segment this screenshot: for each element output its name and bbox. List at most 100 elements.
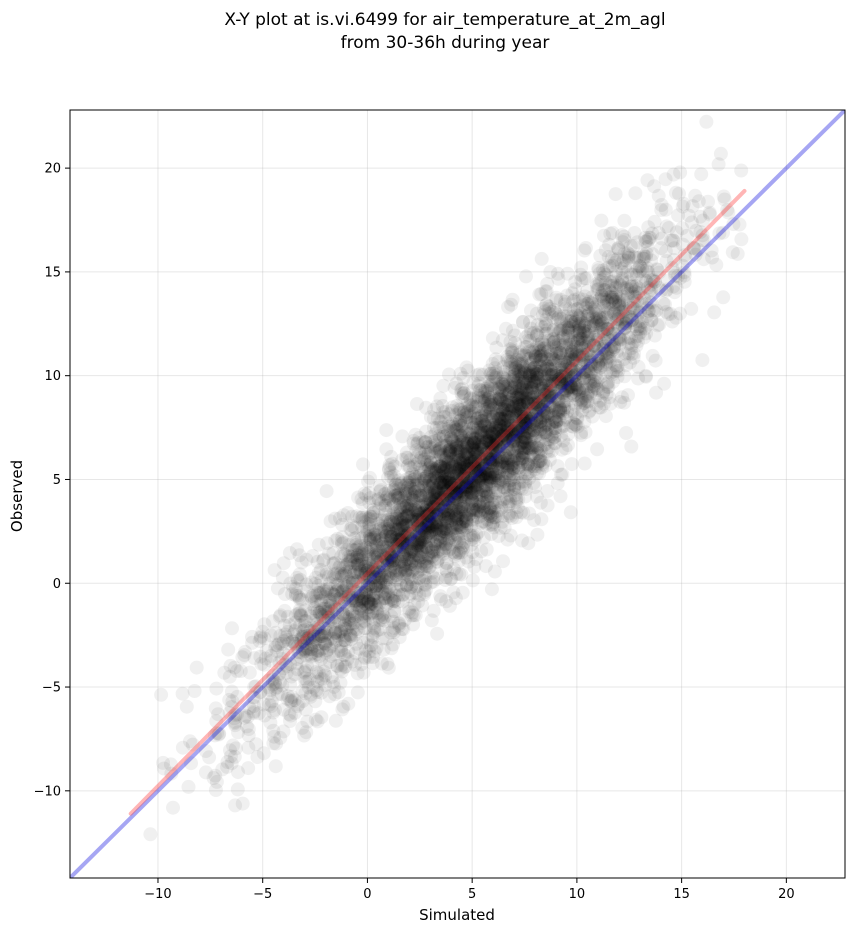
data-point [455,452,470,467]
data-point [450,443,465,458]
data-point [370,603,385,618]
data-point [189,660,204,675]
data-point [514,407,529,422]
data-point [406,617,421,632]
data-point [504,419,519,433]
data-point [499,491,514,506]
data-point [615,271,630,286]
data-point [434,529,449,544]
data-point [342,574,356,589]
data-point [516,410,531,425]
data-point [400,451,415,465]
data-point [287,693,302,708]
data-point [506,460,521,475]
data-point [374,523,389,538]
data-point [337,578,352,593]
data-point [505,396,520,411]
data-point [445,403,459,418]
data-point [359,587,373,602]
data-point [468,499,483,514]
data-point [366,530,381,545]
data-point [307,594,322,609]
data-point [522,471,537,486]
data-point [404,563,419,578]
data-point [483,500,498,515]
data-point [483,397,497,412]
data-point [337,564,352,579]
data-point [583,386,598,401]
data-point [318,668,333,683]
data-point [380,517,395,532]
data-point [449,448,464,463]
data-point [395,520,410,535]
data-point [393,533,408,547]
data-point [474,439,489,454]
data-point [598,243,613,258]
data-point [420,508,435,523]
data-point [288,588,303,603]
data-point [459,441,473,456]
data-point [438,452,453,467]
data-point [505,345,519,360]
data-point [631,371,646,386]
data-point [466,459,481,474]
data-point [568,417,583,432]
data-point [641,265,656,280]
data-point [577,271,592,286]
data-point [491,461,506,476]
data-point [564,379,579,394]
data-point [429,463,444,478]
data-point [392,559,407,574]
data-point [526,326,541,341]
data-point [602,283,617,298]
data-point [477,385,492,400]
data-point [455,432,470,447]
data-point [456,503,470,518]
data-point [470,411,485,426]
data-point [398,502,413,516]
data-point [574,260,589,275]
data-point [357,515,372,530]
data-point [308,622,322,637]
data-point [433,459,448,474]
data-point [516,410,531,425]
data-point [513,389,528,404]
data-point [383,514,398,529]
data-point [611,241,626,256]
data-point [590,282,605,297]
data-point [533,358,548,373]
data-point [433,447,448,462]
data-point [454,463,469,478]
data-point [589,276,604,291]
data-point [485,426,500,440]
data-point [415,498,430,513]
data-point [516,435,531,449]
data-point [453,425,468,440]
data-point [385,456,400,471]
data-point [580,284,595,299]
data-point [453,428,468,443]
data-point [335,633,350,648]
data-point [494,453,509,468]
data-point [393,486,407,501]
data-point [311,627,326,642]
data-point [477,417,491,432]
data-point [308,712,323,727]
data-point [447,508,462,523]
data-point [423,410,438,425]
data-point [578,324,593,339]
data-point [481,433,496,448]
data-point [367,620,381,635]
data-point [349,537,364,552]
data-point [466,479,481,494]
data-point [483,379,498,394]
data-point [563,361,578,376]
data-point [360,632,375,647]
data-point [374,656,389,671]
data-point [143,827,158,842]
data-point [491,417,506,432]
data-point [389,530,404,545]
data-point [510,429,525,443]
data-point [575,381,590,395]
data-point [455,487,470,501]
